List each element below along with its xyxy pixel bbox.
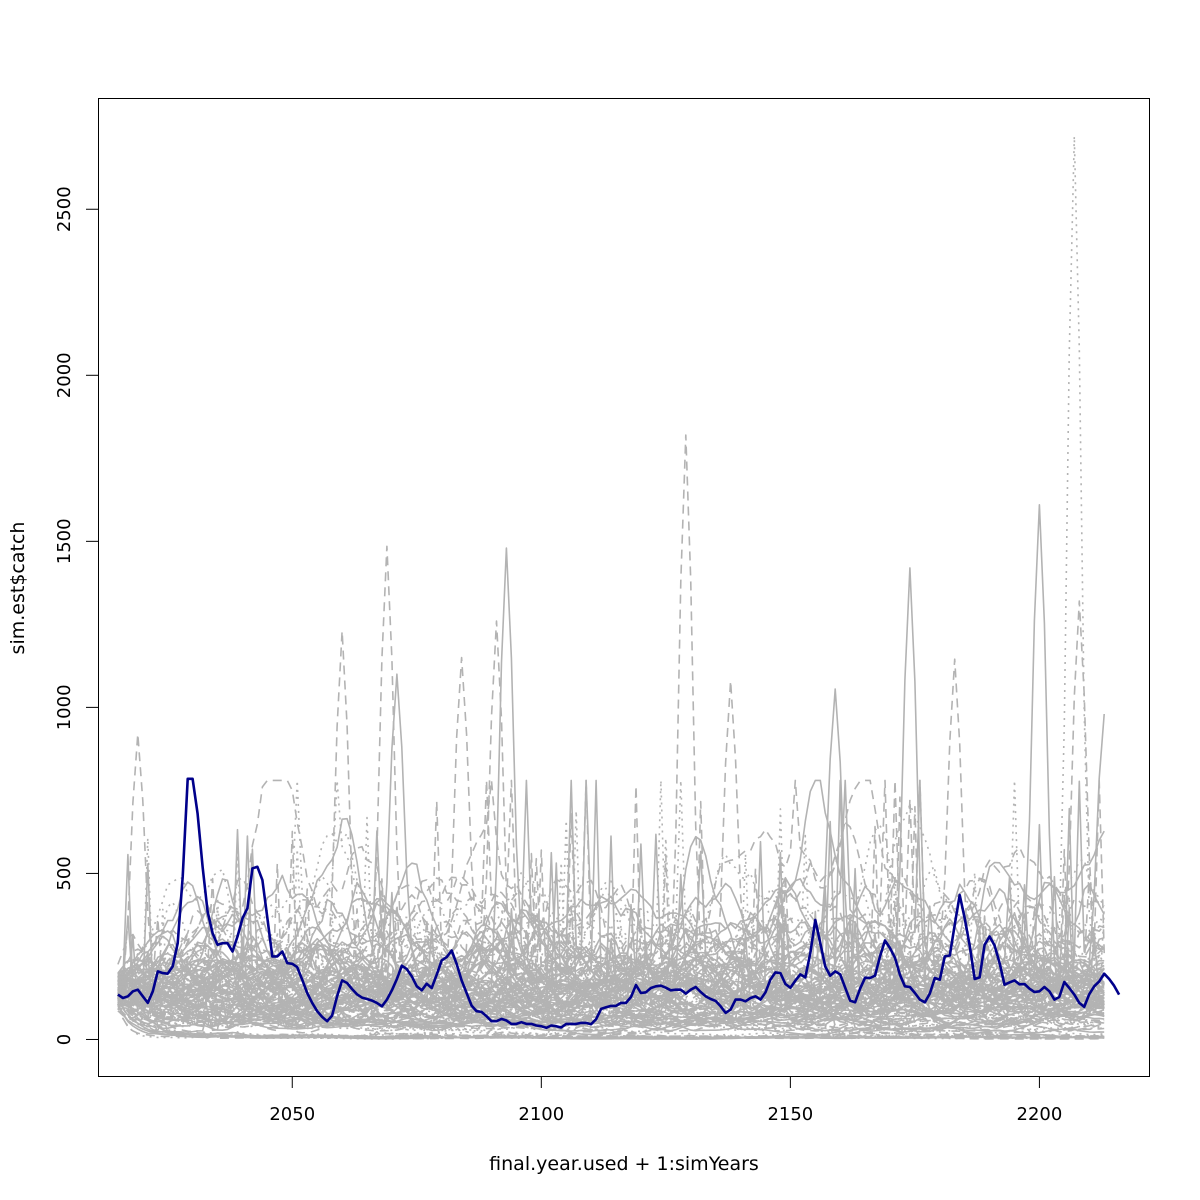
simulation-line-peak bbox=[117, 547, 1105, 1027]
simulation-line bbox=[117, 779, 1105, 1004]
simulation-line-peak bbox=[117, 656, 1105, 1027]
x-axis-title: final.year.used + 1:simYears bbox=[489, 1153, 759, 1175]
simulation-line bbox=[117, 796, 1105, 1021]
simulation-line bbox=[117, 779, 1105, 1017]
simulation-line bbox=[117, 810, 1105, 1011]
simulation-line bbox=[117, 939, 1105, 1031]
simulation-line bbox=[117, 975, 1105, 1032]
simulation-line bbox=[117, 997, 1105, 1039]
simulation-lines bbox=[117, 135, 1105, 1040]
y-tick-label: 2500 bbox=[54, 186, 75, 232]
y-axis: 0 500 1000 1500 2000 2500 bbox=[54, 186, 99, 1045]
y-tick-label: 1000 bbox=[54, 684, 75, 730]
x-tick-label: 2050 bbox=[269, 1104, 315, 1125]
simulation-line bbox=[117, 849, 1105, 1013]
y-tick-label: 500 bbox=[54, 856, 75, 890]
highlight-series bbox=[117, 777, 1121, 1030]
simulation-line bbox=[117, 837, 1105, 1005]
simulation-line-peak bbox=[117, 545, 1105, 1027]
simulation-line bbox=[117, 986, 1105, 1028]
x-tick-label: 2200 bbox=[1017, 1104, 1063, 1125]
simulation-line bbox=[117, 867, 1105, 1005]
simulation-line-peak bbox=[117, 673, 1105, 1027]
simulation-line-peak bbox=[117, 630, 1105, 1027]
simulation-line bbox=[117, 779, 1105, 996]
simulation-line bbox=[117, 902, 1105, 1014]
simulation-line-peak bbox=[117, 600, 1105, 1027]
y-tick-label: 0 bbox=[54, 1034, 75, 1045]
simulation-line bbox=[117, 1003, 1105, 1040]
simulation-line-peak bbox=[117, 713, 1105, 1027]
y-tick-label: 1500 bbox=[54, 518, 75, 564]
simulation-line-peak bbox=[117, 434, 1105, 1027]
y-tick-label: 2000 bbox=[54, 352, 75, 398]
highlight-series-line bbox=[117, 777, 1121, 1030]
y-axis-title: sim.est$catch bbox=[7, 522, 29, 655]
simulation-line bbox=[117, 994, 1105, 1039]
simulation-line bbox=[117, 830, 1105, 1010]
simulation-line-peak bbox=[117, 567, 1105, 1027]
simulation-line-peak bbox=[117, 688, 1105, 1027]
x-tick-label: 2100 bbox=[518, 1104, 564, 1125]
x-axis: 2050 2100 2150 2200 bbox=[269, 1076, 1062, 1125]
simulation-line bbox=[117, 779, 1105, 998]
x-tick-label: 2150 bbox=[767, 1104, 813, 1125]
simulation-line bbox=[117, 999, 1105, 1035]
simulation-line bbox=[117, 884, 1105, 1018]
